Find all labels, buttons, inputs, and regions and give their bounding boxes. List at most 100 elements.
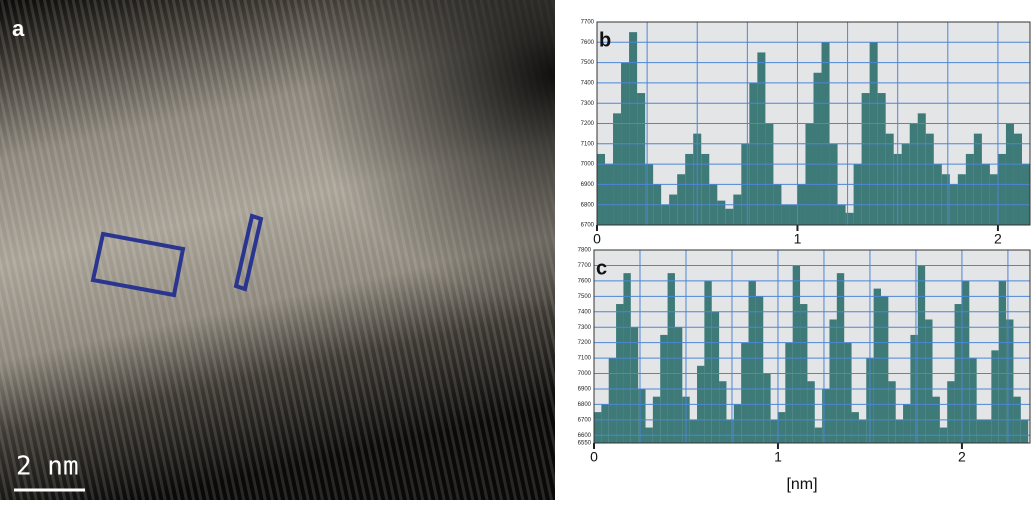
y-tick-label: 7400 <box>578 309 592 315</box>
profile-bar <box>991 350 999 443</box>
profile-bar <box>813 72 822 225</box>
y-tick-label: 7200 <box>578 340 592 346</box>
profile-bar <box>605 164 614 225</box>
y-tick-label: 7000 <box>578 371 592 377</box>
profile-bar <box>704 280 712 443</box>
profile-bar <box>1021 164 1030 225</box>
profile-bar <box>661 204 670 225</box>
profile-bar <box>903 404 911 443</box>
roi-box <box>90 231 186 298</box>
x-tick-label: 0 <box>593 231 601 247</box>
y-tick-label: 7100 <box>578 356 592 362</box>
roi-line <box>233 213 264 292</box>
profile-bar <box>837 204 846 225</box>
y-tick-label: 7700 <box>581 20 595 26</box>
profile-bar <box>851 412 859 443</box>
profile-bar <box>597 153 606 225</box>
profile-bar <box>909 123 918 225</box>
profile-bar <box>741 342 749 443</box>
profile-bar <box>792 265 801 443</box>
y-tick-label: 6900 <box>581 182 595 188</box>
profile-bar <box>755 296 764 443</box>
y-tick-label: 7200 <box>581 121 595 127</box>
profile-chart: 6700 6800 6900 7000 7100 7200 7300 7400 7500 7600… <box>581 20 1031 247</box>
profiles: 6700 6800 6900 7000 7100 7200 7300 7400 7500 7600… <box>578 20 1031 493</box>
profile-bar <box>594 412 602 443</box>
profile-bar <box>757 52 766 225</box>
y-tick-label: 7600 <box>578 278 592 284</box>
scale-bar-label: 2 nm <box>16 452 79 482</box>
profile-bar <box>829 319 837 443</box>
profile-bar <box>765 123 774 225</box>
y-tick-label: 6900 <box>578 387 592 393</box>
profile-bar <box>984 419 992 443</box>
y-tick-label: 6700 <box>581 223 595 229</box>
profile-chart: 6550 6600 6700 6800 6900 7000 7100 7200 7300 7400… <box>578 248 1031 493</box>
profile-bar <box>998 280 1007 443</box>
profile-bar <box>733 194 742 225</box>
profile-bar <box>888 381 896 443</box>
profile-bar <box>805 123 814 225</box>
plot-frame <box>593 249 1031 444</box>
profile-bar <box>981 164 990 225</box>
profile-bar <box>748 280 756 443</box>
profile-bar <box>638 388 646 443</box>
profile-bar <box>957 174 966 225</box>
profile-bar <box>1020 419 1029 443</box>
profile-bar <box>969 358 977 443</box>
panel-label: a <box>12 16 25 41</box>
profile-bar <box>873 288 881 443</box>
y-tick-label: 6600 <box>578 433 592 439</box>
y-tick-label: 7500 <box>578 294 592 300</box>
y-tick-label: 7600 <box>581 40 595 46</box>
profile-bar <box>1005 123 1014 225</box>
profile-bar <box>853 164 862 225</box>
profile-bar <box>885 133 894 225</box>
profile-bar <box>733 404 742 443</box>
profile-bar <box>821 42 830 225</box>
y-tick-label: 7300 <box>578 325 592 331</box>
profile-bar <box>608 358 617 443</box>
profile-bar <box>789 204 798 225</box>
x-tick-label: 0 <box>590 449 598 465</box>
profile-bar <box>669 194 678 225</box>
profile-bar <box>807 381 815 443</box>
profile-bar <box>601 404 609 443</box>
profile-bar <box>877 93 886 225</box>
profile-bar <box>630 327 639 443</box>
profile-bar <box>1013 133 1022 225</box>
profile-bar <box>976 419 985 443</box>
y-tick-label: 7400 <box>581 80 595 86</box>
profile-bar <box>844 342 852 443</box>
profile-bar <box>861 93 870 225</box>
profile-bar <box>785 342 793 443</box>
profile-bar <box>674 327 683 443</box>
profile-bar <box>613 113 622 225</box>
profile-bar <box>965 153 974 225</box>
x-axis-label: [nm] <box>786 476 817 493</box>
profile-bar <box>961 280 970 443</box>
x-tick-label: 2 <box>994 231 1002 247</box>
profile-bar <box>973 133 982 225</box>
profile-bar <box>941 174 950 225</box>
profile-bar <box>781 204 790 225</box>
panel-label: c <box>596 257 607 279</box>
profile-bar <box>749 82 758 225</box>
profile-bar <box>777 412 786 443</box>
profile-bar <box>822 388 830 443</box>
x-tick-label: 1 <box>774 449 782 465</box>
profile-bar <box>701 153 710 225</box>
y-tick-label: 6550 <box>578 441 592 447</box>
y-tick-label: 7700 <box>578 263 592 269</box>
profile-bar <box>917 113 926 225</box>
profile-bar <box>925 319 933 443</box>
profile-bar <box>770 419 778 443</box>
profile-bar <box>947 381 955 443</box>
profile-bar <box>933 164 942 225</box>
x-tick-label: 1 <box>794 231 802 247</box>
profile-bar <box>645 164 654 225</box>
profile-bar <box>711 311 720 443</box>
profile-bar <box>763 373 771 443</box>
